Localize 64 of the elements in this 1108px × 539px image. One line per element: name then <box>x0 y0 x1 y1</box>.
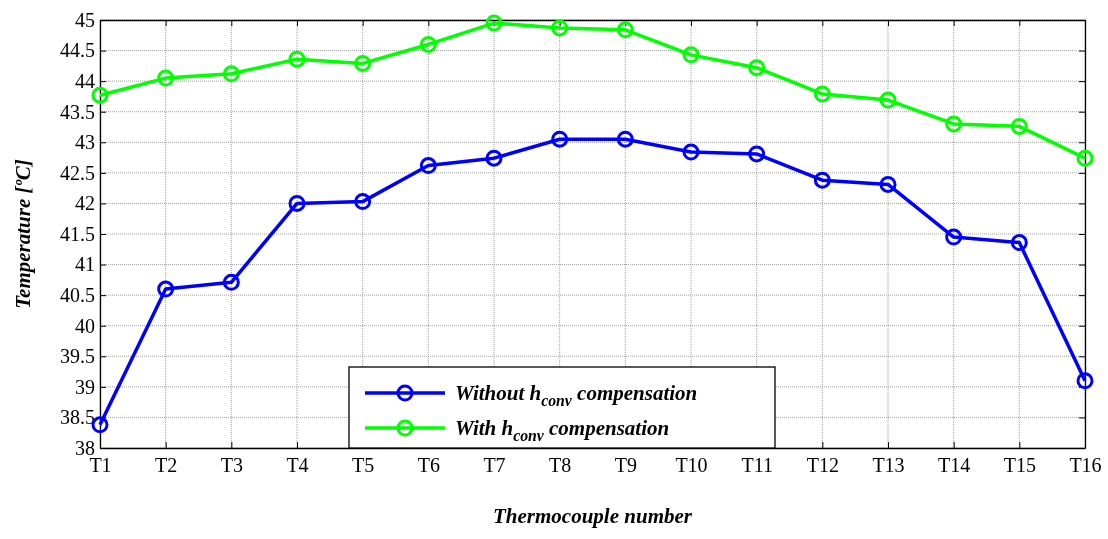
point <box>91 86 109 104</box>
y-axis-title: Temperature [ºC] <box>11 159 35 309</box>
x-tick-label: T2 <box>155 454 178 477</box>
point <box>879 91 897 109</box>
x-tick-label: T14 <box>938 454 971 477</box>
y-tick-label: 45 <box>75 8 95 31</box>
y-tick-label: 41 <box>75 253 95 276</box>
point <box>288 194 306 212</box>
y-tick-label: 43 <box>75 131 95 154</box>
x-tick-label: T15 <box>1003 454 1036 477</box>
point <box>879 175 897 193</box>
x-axis-title: Thermocouple number <box>493 504 693 528</box>
y-tick-label: 40 <box>75 314 95 337</box>
point <box>551 19 569 37</box>
point <box>616 21 634 39</box>
point <box>813 171 831 189</box>
y-tick-label: 39.5 <box>60 345 95 368</box>
point <box>616 130 634 148</box>
x-tick-label: T10 <box>675 454 708 477</box>
point <box>1076 149 1094 167</box>
y-tick-label: 42 <box>75 192 95 215</box>
x-tick-label: T9 <box>614 454 637 477</box>
y-tick-label: 44.5 <box>60 39 95 62</box>
point <box>419 157 437 175</box>
point <box>354 54 372 72</box>
point <box>222 65 240 83</box>
legend-label: Without h$_{conv}$ compensation <box>455 381 698 409</box>
point <box>813 85 831 103</box>
point <box>1010 234 1028 252</box>
point <box>354 193 372 211</box>
point <box>157 280 175 298</box>
point <box>222 273 240 291</box>
x-tick-label: T8 <box>549 454 572 477</box>
point <box>1076 372 1094 390</box>
point <box>682 143 700 161</box>
y-tick-label: 39 <box>75 375 95 398</box>
point <box>551 130 569 148</box>
y-tick-label: 44 <box>75 70 95 93</box>
point <box>748 145 766 163</box>
legend-label: With h$_{conv}$ compensation <box>455 416 670 444</box>
y-tick-label: 41.5 <box>60 222 95 245</box>
y-tick-label: 42.5 <box>60 161 95 184</box>
point <box>485 149 503 167</box>
x-tick-label: T11 <box>741 454 773 477</box>
point <box>419 35 437 53</box>
point <box>1010 117 1028 135</box>
y-tick-label: 43.5 <box>60 100 95 123</box>
y-tick-label: 38.5 <box>60 406 95 429</box>
x-tick-label: T16 <box>1069 454 1102 477</box>
point <box>748 59 766 77</box>
point <box>157 69 175 87</box>
y-tick-label: 40.5 <box>60 284 95 307</box>
point <box>485 14 503 32</box>
x-tick-label: T3 <box>220 454 243 477</box>
x-tick-label: T7 <box>483 454 506 477</box>
x-tick-label: T5 <box>352 454 375 477</box>
point <box>288 50 306 68</box>
point <box>682 46 700 64</box>
x-tick-label: T12 <box>806 454 839 477</box>
point <box>945 115 963 133</box>
x-tick-label: T4 <box>286 454 309 477</box>
x-tick-label: T6 <box>417 454 440 477</box>
x-tick-label: T13 <box>872 454 905 477</box>
point <box>945 228 963 246</box>
